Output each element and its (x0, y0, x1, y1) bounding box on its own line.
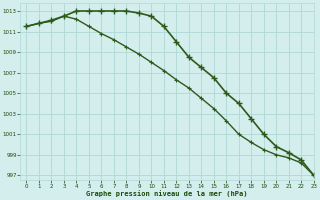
X-axis label: Graphe pression niveau de la mer (hPa): Graphe pression niveau de la mer (hPa) (86, 190, 248, 197)
